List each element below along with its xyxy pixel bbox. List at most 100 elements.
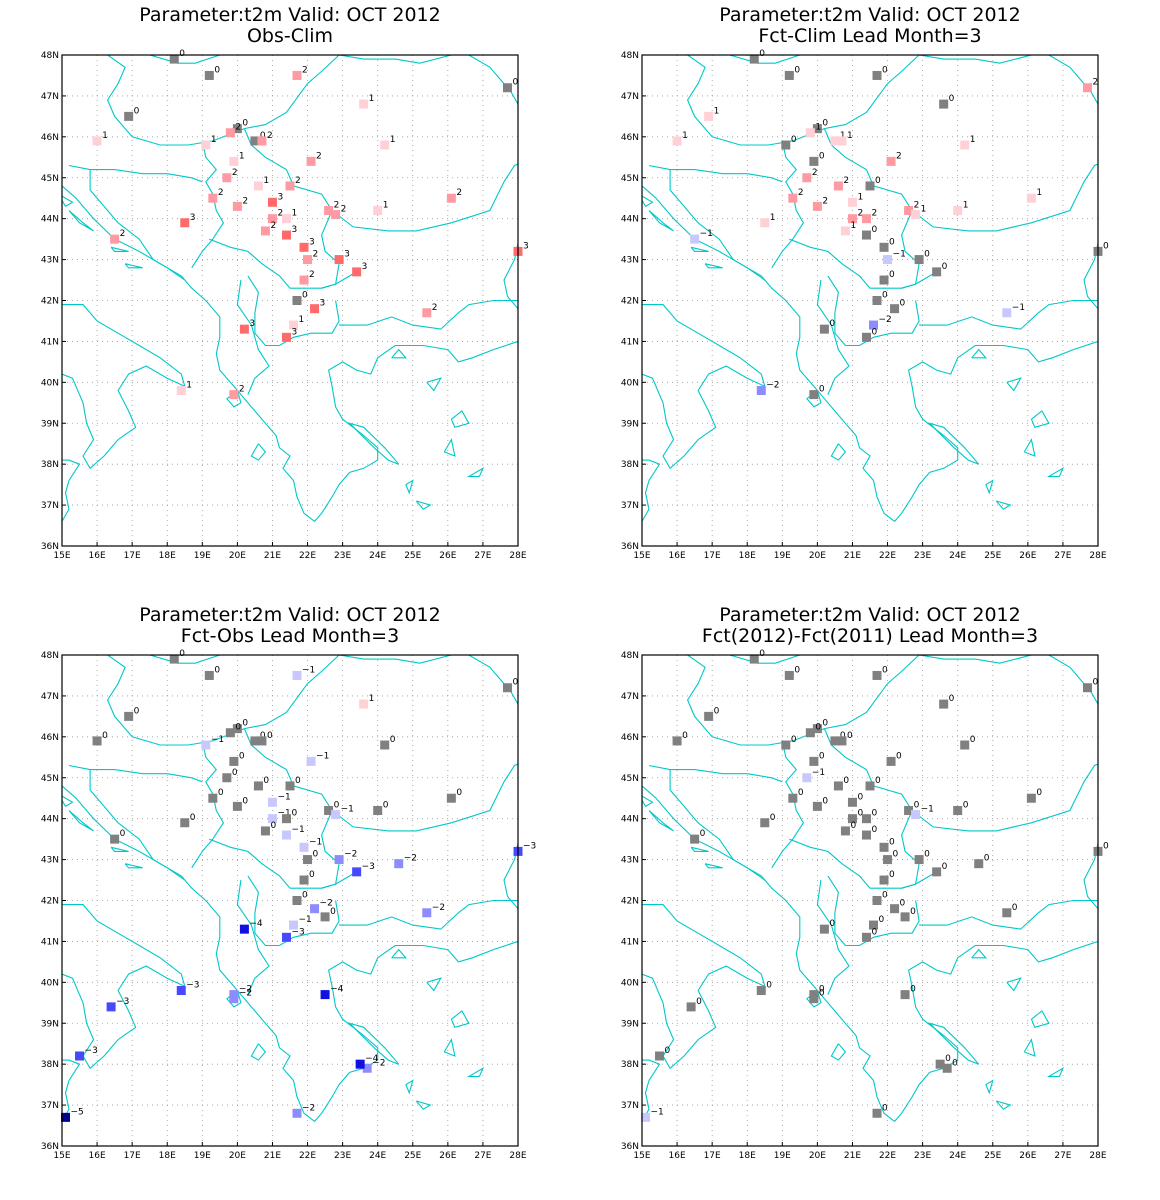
lat-tick-label: 39N [621, 1019, 639, 1029]
station-marker [292, 1108, 302, 1118]
coastline-segment [642, 459, 661, 522]
station-value-label: 0 [819, 985, 825, 995]
coastline-segment [642, 185, 1098, 523]
lat-tick-label: 48N [41, 651, 59, 661]
station-value-label: 0 [291, 809, 297, 819]
station-marker [334, 855, 344, 865]
coastline-segment [391, 948, 408, 959]
station-marker [331, 810, 341, 820]
station-value-label: 0 [214, 65, 220, 75]
station-value-label: 0 [242, 719, 248, 729]
station-marker [289, 920, 299, 930]
station-value-label: −1 [316, 751, 329, 761]
station-value-label: 0 [512, 678, 518, 688]
station-value-label: 2 [302, 65, 308, 75]
station-marker [872, 1108, 882, 1118]
station-marker [809, 156, 819, 166]
lat-tick-label: 39N [621, 419, 639, 429]
lon-tick-label: 20E [229, 551, 246, 561]
station-marker [872, 670, 882, 680]
coastline-segment [985, 479, 994, 495]
station-marker [422, 308, 432, 318]
coastline-segment [971, 948, 988, 959]
lon-tick-label: 15E [53, 551, 70, 561]
station-value-label: 0 [260, 131, 266, 141]
lon-tick-label: 20E [809, 551, 826, 561]
lon-tick-label: 18E [159, 1151, 176, 1161]
map-frame [641, 654, 1099, 1147]
station-value-label: 0 [952, 1058, 958, 1068]
station-value-label: 0 [759, 649, 765, 659]
lon-tick-label: 28E [509, 551, 526, 561]
station-marker [92, 736, 102, 746]
lon-tick-label: 25E [404, 551, 421, 561]
coastline-segment [642, 1059, 661, 1122]
station-marker [809, 390, 819, 400]
lon-tick-label: 22E [879, 551, 896, 561]
lat-tick-label: 38N [621, 460, 639, 470]
lat-tick-label: 41N [41, 937, 59, 947]
station-value-label: −2 [766, 381, 779, 391]
coastline-segment [827, 275, 920, 347]
station-value-label: 0 [242, 796, 248, 806]
station-marker [394, 859, 404, 869]
station-value-label: 0 [218, 788, 224, 798]
coastline-segment [686, 55, 920, 146]
station-marker [911, 210, 921, 220]
lat-tick-label: 40N [41, 978, 59, 988]
station-marker [92, 136, 102, 146]
station-value-label: 1 [815, 123, 821, 133]
coastline-segment [405, 479, 414, 495]
lat-tick-label: 41N [621, 937, 639, 947]
station-marker [422, 908, 432, 918]
station-marker [446, 793, 456, 803]
station-value-label: 3 [291, 327, 297, 337]
station-marker [861, 230, 871, 240]
station-value-label: 0 [295, 776, 301, 786]
station-value-label: 0 [232, 768, 238, 778]
lat-tick-label: 46N [41, 133, 59, 143]
axis-ticks: 15E 16E 17E 18E 19E 20E 21E 22E 23E 24E 25E 26E 27E 2… [41, 51, 527, 561]
coastline-segment [124, 263, 143, 269]
station-marker [299, 242, 309, 252]
station-marker [861, 214, 871, 224]
lon-tick-label: 21E [844, 551, 861, 561]
station-value-label: 0 [302, 891, 308, 901]
coastline-segment [816, 879, 850, 995]
map-frame [61, 654, 519, 1147]
lat-tick-label: 42N [621, 897, 639, 907]
coastline-segment [450, 410, 470, 428]
station-marker [760, 218, 770, 228]
station-value-label: 1 [963, 200, 969, 210]
coastline-segment [642, 195, 654, 208]
graticule [62, 55, 518, 546]
station-value-label: 0 [700, 829, 706, 839]
station-marker [180, 818, 190, 828]
lon-tick-label: 28E [1089, 551, 1106, 561]
station-marker [281, 332, 291, 342]
coastline-segment [1023, 1038, 1036, 1057]
lon-tick-label: 15E [53, 1151, 70, 1161]
coastline-segment [339, 55, 452, 64]
station-marker [690, 234, 700, 244]
station-value-label: 3 [309, 237, 315, 247]
station-value-label: 0 [134, 106, 140, 116]
station-marker [861, 332, 871, 342]
coastline-segment [68, 764, 203, 783]
lon-tick-label: 24E [369, 1151, 386, 1161]
station-marker [686, 1002, 696, 1012]
station-value-label: 0 [942, 262, 948, 272]
station-marker [749, 654, 759, 664]
station-marker [201, 140, 211, 150]
station-marker [225, 128, 235, 138]
station-value-label: 2 [313, 250, 319, 260]
station-marker [306, 156, 316, 166]
lon-tick-label: 27E [474, 1151, 491, 1161]
station-marker [373, 805, 383, 815]
coastline-segment [191, 740, 225, 869]
station-value-label: 2 [232, 168, 238, 178]
station-value-label: 1 [369, 694, 375, 704]
lon-tick-label: 23E [334, 551, 351, 561]
